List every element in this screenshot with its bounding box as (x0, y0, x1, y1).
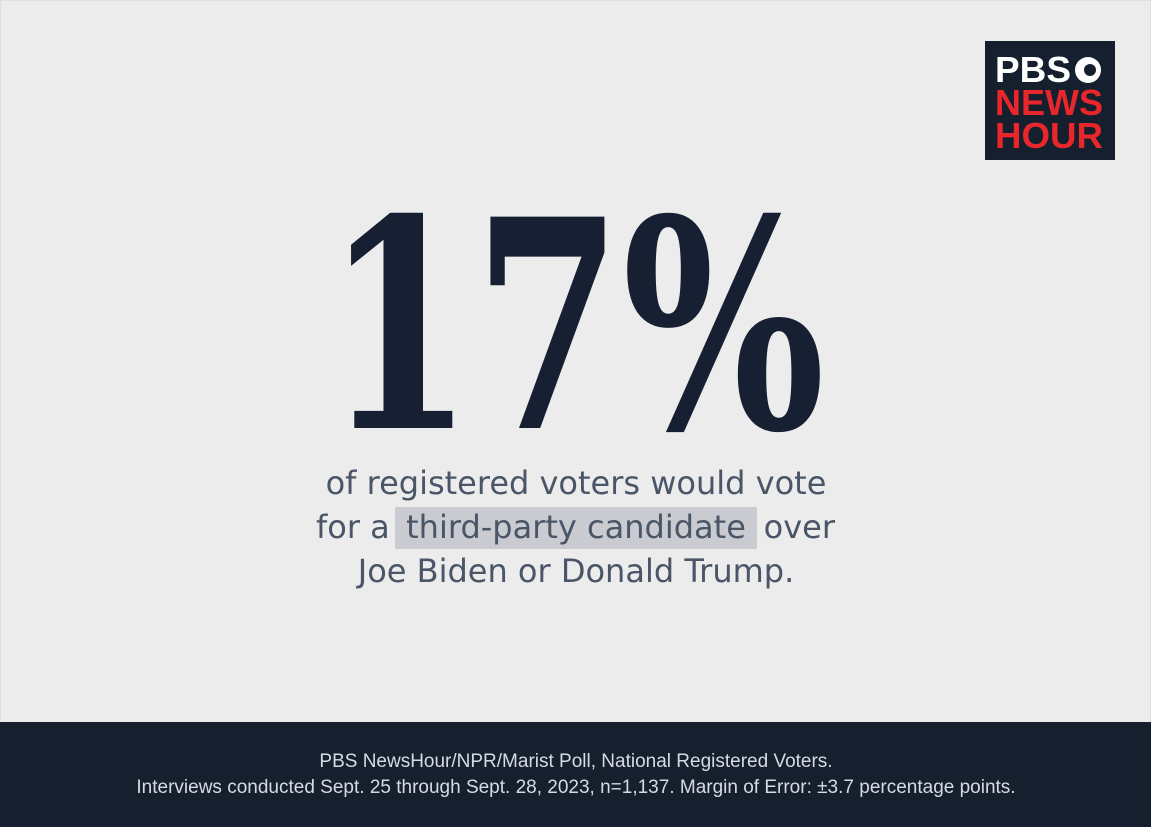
description-line: over (764, 508, 836, 546)
logo-hour: HOUR (995, 115, 1103, 156)
logo-news: NEWS (995, 82, 1103, 123)
logo-pbs: PBS (995, 49, 1071, 90)
logo-icon-inner (1084, 64, 1096, 76)
footer (0, 722, 1151, 827)
description-line: Joe Biden or Donald Trump. (356, 552, 795, 590)
stat: 17% (325, 157, 825, 497)
footer-line: PBS NewsHour/NPR/Marist Poll, National R… (319, 751, 832, 772)
description-highlight: third-party candidate (406, 508, 746, 546)
highlight (395, 507, 757, 549)
footer-line: Interviews conducted Sept. 25 through Se… (136, 777, 1015, 798)
description-line: for a (316, 508, 390, 546)
description-line: of registered voters would vote (326, 464, 827, 502)
